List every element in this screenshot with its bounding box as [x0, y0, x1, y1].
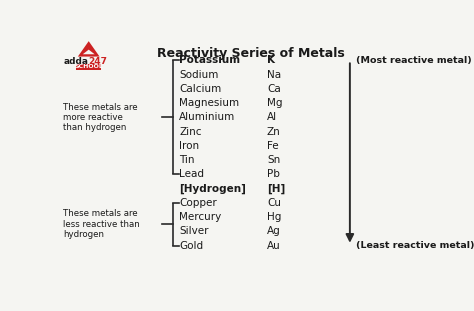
Text: [Hydrogen]: [Hydrogen]	[179, 183, 246, 194]
Text: Magnesium: Magnesium	[179, 98, 239, 108]
Text: (Least reactive metal): (Least reactive metal)	[356, 241, 474, 250]
Text: K: K	[267, 55, 275, 65]
Text: Gold: Gold	[179, 241, 203, 251]
Text: Pb: Pb	[267, 169, 280, 179]
Text: These metals are
more reactive
than hydrogen: These metals are more reactive than hydr…	[63, 103, 138, 132]
Text: Zinc: Zinc	[179, 127, 202, 137]
Text: Na: Na	[267, 70, 281, 80]
Text: [H]: [H]	[267, 183, 285, 194]
Text: Cu: Cu	[267, 198, 281, 208]
Text: 247: 247	[89, 58, 108, 67]
Text: Au: Au	[267, 241, 281, 251]
Text: adda: adda	[64, 58, 89, 67]
Text: (Most reactive metal): (Most reactive metal)	[356, 56, 472, 65]
Text: These metals are
less reactive than
hydrogen: These metals are less reactive than hydr…	[63, 209, 140, 239]
Polygon shape	[83, 50, 95, 54]
Text: Ca: Ca	[267, 84, 281, 94]
Text: Ag: Ag	[267, 226, 281, 236]
Text: Copper: Copper	[179, 198, 217, 208]
Text: Aluminium: Aluminium	[179, 112, 236, 123]
Polygon shape	[78, 41, 100, 57]
Text: Reactivity Series of Metals: Reactivity Series of Metals	[157, 47, 345, 60]
Text: Lead: Lead	[179, 169, 204, 179]
Text: Tin: Tin	[179, 155, 195, 165]
Text: Mercury: Mercury	[179, 212, 222, 222]
Text: Calcium: Calcium	[179, 84, 222, 94]
Text: Potassium: Potassium	[179, 55, 240, 65]
Text: Al: Al	[267, 112, 277, 123]
Text: Hg: Hg	[267, 212, 282, 222]
Text: Sn: Sn	[267, 155, 280, 165]
Text: Iron: Iron	[179, 141, 200, 151]
Text: SCHOOL: SCHOOL	[74, 64, 103, 69]
Text: Sodium: Sodium	[179, 70, 219, 80]
FancyBboxPatch shape	[76, 63, 101, 70]
Text: Silver: Silver	[179, 226, 209, 236]
Text: Fe: Fe	[267, 141, 279, 151]
Text: Zn: Zn	[267, 127, 281, 137]
Text: Mg: Mg	[267, 98, 283, 108]
